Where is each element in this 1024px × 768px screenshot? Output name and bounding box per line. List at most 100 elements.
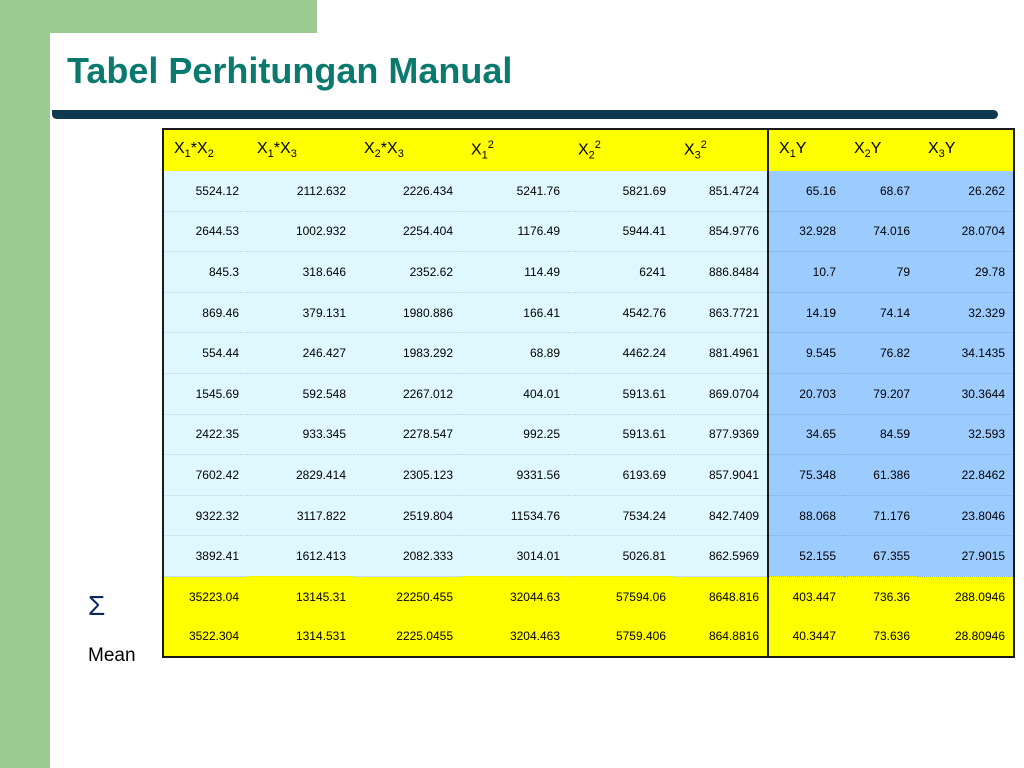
table-cell: 2226.434 [354,171,461,212]
table-cell: 1980.886 [354,292,461,334]
table-row: 2422.35 933.345 2278.547 992.25 5913.61 877.9… [163,414,1014,456]
table-cell: 5821.69 [568,171,674,212]
table-cell: 2112.632 [247,171,354,212]
table-cell: 71.176 [844,495,918,537]
table-cell: 3522.304 [163,616,247,658]
table-cell: 40.3447 [767,616,844,658]
header-mid-part: Y [795,140,807,158]
header-s1-part: 2 [588,149,595,162]
column-header: X2*X3 [354,129,461,171]
header-s1-part: 2 [864,148,871,161]
table-cell: 842.7409 [674,495,768,537]
header-s1-part: 1 [267,148,274,161]
table-cell: 877.9369 [674,414,768,456]
table-cell: 9322.32 [163,495,247,537]
header-pre-part: X [578,141,589,159]
table-cell: 32.593 [918,414,1014,456]
table-cell: 851.4724 [674,171,768,212]
table-cell: 288.0946 [918,576,1014,617]
table-cell: 23.8046 [918,495,1014,537]
table-cell: 1983.292 [354,332,461,374]
table-row: 554.44 246.427 1983.292 68.89 4462.24 881.496… [163,332,1014,374]
table-cell: 2082.333 [354,535,461,577]
column-header: X1*X2 [163,129,247,171]
table-cell: 68.89 [461,332,568,374]
table-cell: 1176.49 [461,211,568,253]
table-cell: 27.9015 [918,535,1014,577]
header-pre-part: X [928,140,939,158]
table-cell: 933.345 [247,414,354,456]
slide-title: Tabel Perhitungan Manual [67,50,513,91]
column-header: X2Y [844,129,918,171]
table-cell: 4462.24 [568,332,674,374]
table-cell: 1545.69 [163,373,247,415]
mean-row-label: Mean [88,645,136,666]
table-cell: 76.82 [844,332,918,374]
table-cell: 67.355 [844,535,918,577]
table-cell: 2267.012 [354,373,461,415]
table-cell: 5913.61 [568,414,674,456]
table-cell: 403.447 [767,576,844,617]
header-s1-part: 1 [789,148,796,161]
header-s2-part: 3 [290,148,297,161]
table-cell: 6241 [568,251,674,293]
table-header-row: X1*X2 X1*X3 X2*X3 X12 X22 X32 X1Y X2Y X3Y [163,129,1014,171]
table-cell: 2352.62 [354,251,461,293]
table-cell: 20.703 [767,373,844,415]
table-cell: 28.0704 [918,211,1014,253]
table-row: 9322.32 3117.822 2519.804 11534.76 7534.24 84… [163,495,1014,537]
table-cell: 11534.76 [461,495,568,537]
table-cell: 3204.463 [461,616,568,658]
table-cell: 75.348 [767,454,844,496]
table-cell: 2644.53 [163,211,247,253]
column-header: X32 [674,129,768,171]
table-cell: 869.46 [163,292,247,334]
table-cell: 2519.804 [354,495,461,537]
header-mid-part: *X [380,140,398,158]
header-s1-part: 3 [694,149,701,162]
table-row: 845.3 318.646 2352.62 114.49 6241 886.8484 10.… [163,251,1014,293]
table-cell: 166.41 [461,292,568,334]
table-cell: 845.3 [163,251,247,293]
table-cell: 61.386 [844,454,918,496]
table-cell: 4542.76 [568,292,674,334]
table-row: 3892.41 1612.413 2082.333 3014.01 5026.81 862… [163,535,1014,577]
table-cell: 3014.01 [461,535,568,577]
header-pre-part: X [684,141,695,159]
table-cell: 74.016 [844,211,918,253]
header-mid-part: *X [190,140,208,158]
table-cell: 5759.406 [568,616,674,658]
table-row: 2644.53 1002.932 2254.404 1176.49 5944.41 854… [163,211,1014,253]
table-cell: 79 [844,251,918,293]
table-cell: 79.207 [844,373,918,415]
table-cell: 9331.56 [461,454,568,496]
table-cell: 318.646 [247,251,354,293]
header-pre-part: X [174,140,185,158]
header-s1-part: 3 [938,148,945,161]
column-header: X22 [568,129,674,171]
header-sup-part: 2 [487,139,494,152]
table-cell: 74.14 [844,292,918,334]
table-cell: 26.262 [918,171,1014,212]
table-cell: 5944.41 [568,211,674,253]
table-cell: 2254.404 [354,211,461,253]
table-cell: 32044.63 [461,576,568,617]
top-accent-band [50,0,317,33]
table-cell: 3892.41 [163,535,247,577]
header-s1-part: 1 [184,148,191,161]
table-cell: 29.78 [918,251,1014,293]
mean-row: 3522.304 1314.531 2225.0455 3204.463 5759.40… [163,616,1014,658]
table-cell: 5026.81 [568,535,674,577]
header-pre-part: X [779,140,790,158]
header-pre-part: X [854,140,865,158]
table-cell: 7534.24 [568,495,674,537]
table-cell: 9.545 [767,332,844,374]
table-cell: 10.7 [767,251,844,293]
table-cell: 35223.04 [163,576,247,617]
table-cell: 73.636 [844,616,918,658]
title-underline-rule [52,110,998,119]
table-cell: 854.9776 [674,211,768,253]
column-header: X1Y [767,129,844,171]
table-cell: 1314.531 [247,616,354,658]
header-s1-part: 1 [481,149,488,162]
